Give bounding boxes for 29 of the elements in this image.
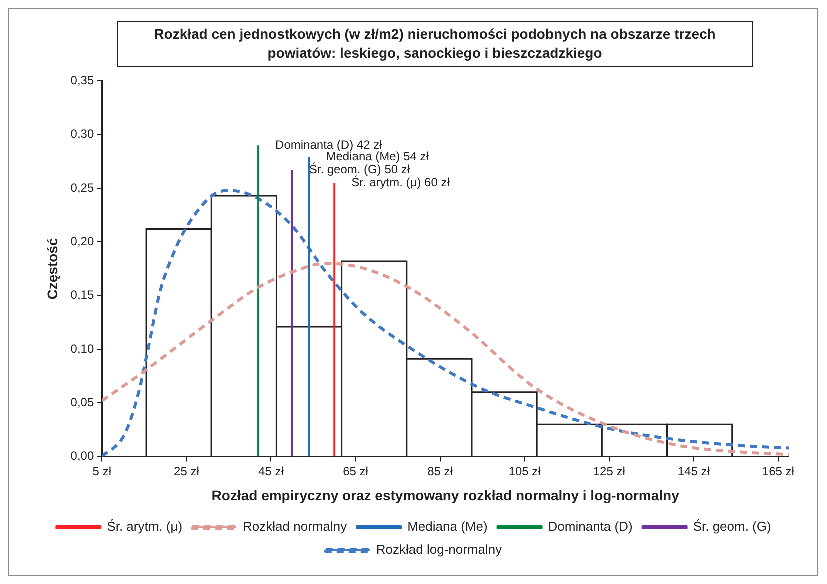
y-tick-label: 0,25 xyxy=(70,180,94,195)
x-tick-label: 165 zł xyxy=(762,464,795,478)
y-tick-label: 0,20 xyxy=(70,234,94,248)
x-tick-label: 125 zł xyxy=(593,464,626,478)
legend-label: Dominanta (D) xyxy=(548,519,633,534)
y-tick-label: 0,00 xyxy=(70,449,94,464)
legend-label: Mediana (Me) xyxy=(408,519,488,534)
legend-label: Rozkład log-normalny xyxy=(376,542,503,558)
y-tick-label: 0,35 xyxy=(70,74,94,88)
y-tick-label: 0,10 xyxy=(70,342,94,356)
x-tick-label: 5 zł xyxy=(92,464,112,478)
y-tick-label: 0,05 xyxy=(70,395,94,410)
x-tick-label: 85 zł xyxy=(428,464,454,478)
legend-label: Rozkład normalny xyxy=(243,519,348,534)
x-tick-label: 25 zł xyxy=(174,464,200,478)
x-tick-label: 65 zł xyxy=(343,464,369,478)
x-tick-label: 45 zł xyxy=(258,464,284,478)
y-tick-label: 0,30 xyxy=(70,127,94,142)
y-axis-title: Częstość xyxy=(44,238,60,300)
x-tick-label: 105 zł xyxy=(508,464,542,478)
annotation: Śr. arytm. (μ) 60 zł xyxy=(352,175,450,190)
x-tick-label: 145 zł xyxy=(678,464,710,478)
y-tick-label: 0,15 xyxy=(70,288,94,302)
annotation: Śr. geom. (G) 50 zł xyxy=(309,162,410,177)
annotation: Dominanta (D) 42 zł xyxy=(276,138,383,152)
legend-label: Śr. arytm. (μ) xyxy=(107,519,183,534)
legend-label: Śr. geom. (G) xyxy=(693,519,772,534)
x-axis-title: Rozład empiryczny oraz estymowany rozkład normalny i log-normalny xyxy=(212,487,680,504)
chart-title: Rozkład cen jednostkowych (w zł/m2) nieruchomości podobnych na obszarze trzech powiatów: leskiego, sanockiego i bieszczadzkiego xyxy=(117,21,753,67)
